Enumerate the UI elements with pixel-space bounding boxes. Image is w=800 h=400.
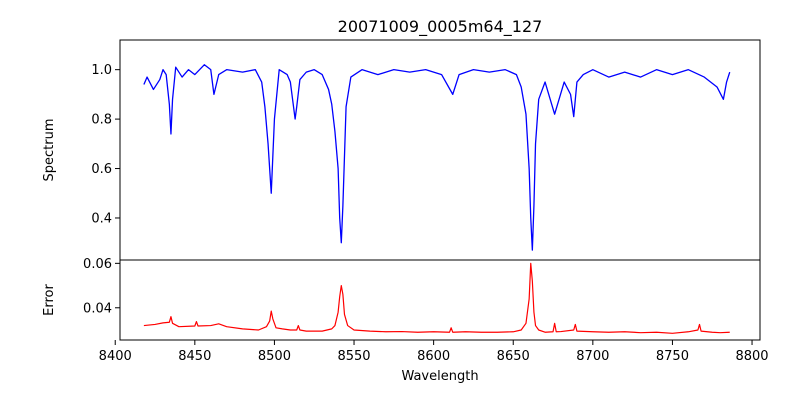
spectrum-y-tick-label: 1.0 (91, 63, 112, 78)
spectrum-y-axis-label: Spectrum (42, 119, 57, 182)
x-tick-label: 8650 (497, 349, 530, 364)
spectrum-y-ticks: 0.4 0.6 0.8 1.0 (91, 63, 120, 226)
x-tick-label: 8500 (258, 349, 291, 364)
spectrum-series-line (143, 64, 731, 251)
spectrum-y-tick-label: 0.4 (91, 211, 112, 226)
spectrum-panel: 0.4 0.6 0.8 1.0 Spectrum (42, 39, 761, 261)
error-plot-area (120, 260, 760, 340)
x-tick-label: 8600 (417, 349, 450, 364)
x-tick-label: 8750 (656, 349, 689, 364)
error-axes-frame (119, 259, 761, 341)
error-y-tick-label: 0.04 (83, 301, 112, 316)
chart-title: 20071009_0005m64_127 (338, 17, 543, 37)
spectrum-y-tick-label: 0.8 (91, 113, 112, 128)
x-tick-label: 8550 (337, 349, 370, 364)
spectrum-plot-area (120, 40, 760, 260)
x-tick-label: 8800 (735, 349, 768, 364)
x-tick-label: 8400 (99, 349, 132, 364)
error-y-axis-label: Error (42, 284, 57, 316)
error-panel: 0.04 0.06 8400 8450 8500 8550 8600 8650 8700 875… (42, 257, 769, 384)
error-y-tick-label: 0.06 (83, 257, 112, 272)
spectrum-y-tick-label: 0.6 (91, 162, 112, 177)
error-y-ticks: 0.04 0.06 (83, 257, 120, 316)
x-tick-label: 8700 (576, 349, 609, 364)
x-tick-label: 8450 (178, 349, 211, 364)
x-axis-ticks: 8400 8450 8500 8550 8600 8650 8700 8750 8800 (99, 340, 769, 364)
x-axis-label: Wavelength (401, 369, 478, 384)
error-series-line (143, 262, 730, 334)
